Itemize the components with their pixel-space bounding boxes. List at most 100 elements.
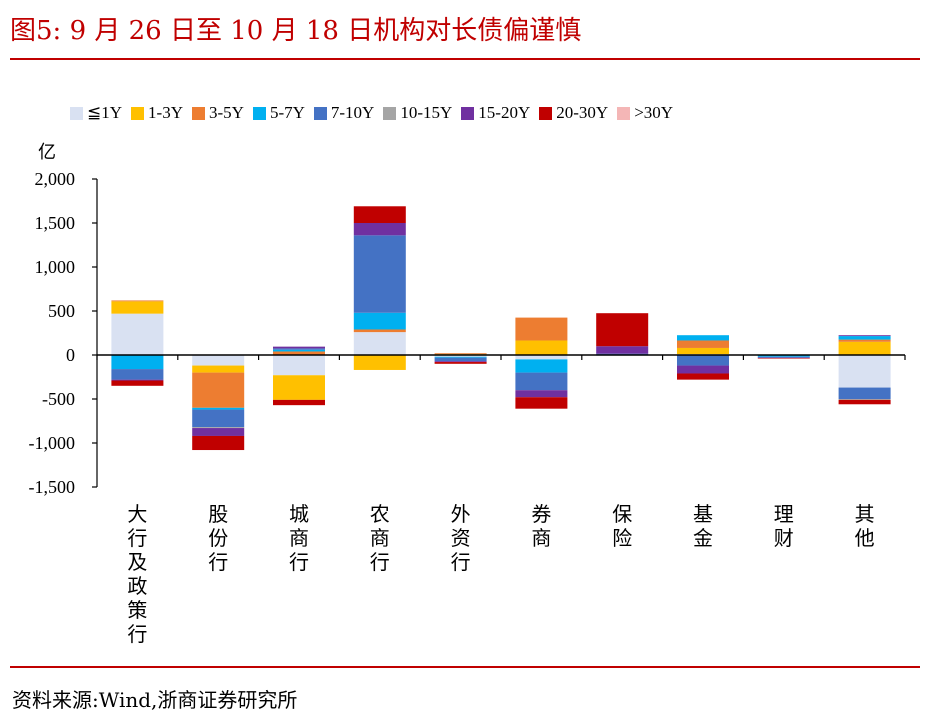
bar-segment: [677, 355, 729, 366]
legend-item: 20-30Y: [539, 103, 608, 123]
bar-segment: [515, 372, 568, 391]
x-category-label: 城商行: [289, 503, 309, 574]
x-category-label: 大行及政策行: [127, 503, 147, 646]
legend-item: >30Y: [617, 103, 673, 123]
bar-segment: [111, 301, 164, 314]
bar-segment: [838, 355, 891, 388]
bar-segment: [757, 355, 810, 357]
bar-segment: [677, 335, 729, 341]
bar-segment: [838, 387, 891, 399]
x-category-label: 基金: [693, 503, 713, 550]
bar-segment: [515, 397, 568, 409]
bar-segment: [434, 356, 487, 358]
bar-segment: [677, 340, 729, 348]
bar-segment: [111, 313, 164, 355]
bar-segment: [353, 223, 406, 236]
legend-swatch: [539, 106, 553, 120]
y-tick-label: 1,000: [35, 257, 76, 277]
legend-swatch: [191, 106, 205, 120]
legend-label: >30Y: [634, 103, 674, 122]
chart-title: 图5: 9 月 26 日至 10 月 18 日机构对长债偏谨慎: [10, 16, 582, 46]
bar-segment: [434, 362, 487, 364]
bar-segment: [192, 409, 245, 428]
y-axis-unit-label: 亿: [38, 142, 56, 162]
legend-label: 10-15Y: [400, 103, 453, 122]
bar-segment: [434, 355, 487, 357]
x-category-label: 理财: [774, 504, 794, 550]
x-category-label: 保险: [612, 503, 632, 550]
legend-item: 3-5Y: [191, 103, 244, 123]
bar-segment: [434, 357, 487, 362]
bar-segment: [273, 348, 325, 350]
legend-label: 15-20Y: [478, 103, 531, 122]
bar-segment: [596, 346, 649, 354]
legend-swatch: [383, 106, 397, 120]
legend-swatch: [70, 106, 83, 120]
legend-label: 3-5Y: [208, 103, 244, 122]
y-tick-label: 500: [48, 301, 75, 321]
stacked-bar-chart: 亿 -1,500 -1,000 -500 0 500 1,000 1,500 2,000 大行及政…: [29, 142, 906, 646]
bar-segment: [757, 357, 810, 359]
bar-segment: [677, 365, 729, 374]
bar-segment: [111, 355, 164, 370]
bar-segment: [111, 380, 164, 386]
bar-segment: [192, 365, 245, 373]
footer-divider: [10, 666, 920, 668]
bar-segment: [353, 312, 406, 330]
bar-segment: [192, 428, 245, 436]
y-tick-label: -1,000: [29, 433, 76, 453]
legend-item: ≦1Y: [70, 103, 122, 123]
bar-segment: [757, 356, 810, 358]
legend-swatch: [313, 106, 327, 120]
bar-segment: [838, 339, 891, 342]
bar-segment: [353, 206, 406, 223]
legend-item: 5-7Y: [252, 103, 305, 123]
bar-segment: [192, 372, 245, 408]
x-category-label: 其他: [855, 503, 875, 550]
bar-segment: [434, 361, 487, 363]
y-tick-label: 1,500: [35, 213, 76, 233]
legend-item: 15-20Y: [461, 103, 530, 123]
x-category-label: 农商行: [370, 503, 390, 574]
bar-segment: [353, 355, 406, 370]
legend-label: 5-7Y: [269, 103, 305, 122]
bar-segment: [192, 427, 245, 429]
bar-segment: [434, 353, 487, 355]
bar-segment: [838, 341, 891, 355]
bar-segment: [677, 373, 729, 380]
bar-segment: [273, 349, 325, 352]
legend-swatch: [461, 106, 475, 120]
legend-item: 7-10Y: [313, 103, 374, 123]
bar-segment: [838, 399, 891, 400]
bar-segment: [515, 340, 568, 355]
bar-segment: [838, 336, 891, 340]
bar-segment: [757, 358, 810, 359]
bar-segment: [838, 399, 891, 405]
bar-segment: [353, 332, 406, 355]
y-tick-label: -500: [42, 389, 75, 409]
bar-segment: [273, 375, 325, 400]
bar-segment: [596, 313, 649, 347]
bar-segment: [192, 355, 245, 366]
y-tick-label: 2,000: [35, 169, 76, 189]
x-category-label: 股份行: [208, 504, 228, 574]
y-tick-label: 0: [66, 345, 75, 365]
source-note: 资料来源:Wind,浙商证券研究所: [12, 688, 298, 712]
bar-segment: [111, 369, 164, 380]
chart-legend: ≦1Y 1-3Y 3-5Y 5-7Y 7-10Y 10-15Y 15-20Y 20-30Y >3…: [70, 103, 673, 123]
bar-segment: [677, 347, 729, 355]
legend-item: 1-3Y: [131, 103, 183, 123]
x-category-label: 券商: [531, 503, 551, 550]
bar-segment: [515, 390, 568, 398]
legend-swatch: [617, 106, 631, 120]
legend-label: ≦1Y: [87, 103, 123, 122]
legend-label: 1-3Y: [148, 103, 183, 122]
legend-label: 20-30Y: [556, 103, 609, 122]
bar-segment: [353, 329, 406, 333]
bar-segment: [273, 399, 325, 406]
bar-segment: [515, 355, 568, 360]
bar-segment: [273, 346, 325, 349]
legend-swatch: [252, 106, 266, 120]
bar-segment: [515, 317, 568, 341]
x-category-label: 外资行: [451, 503, 471, 574]
